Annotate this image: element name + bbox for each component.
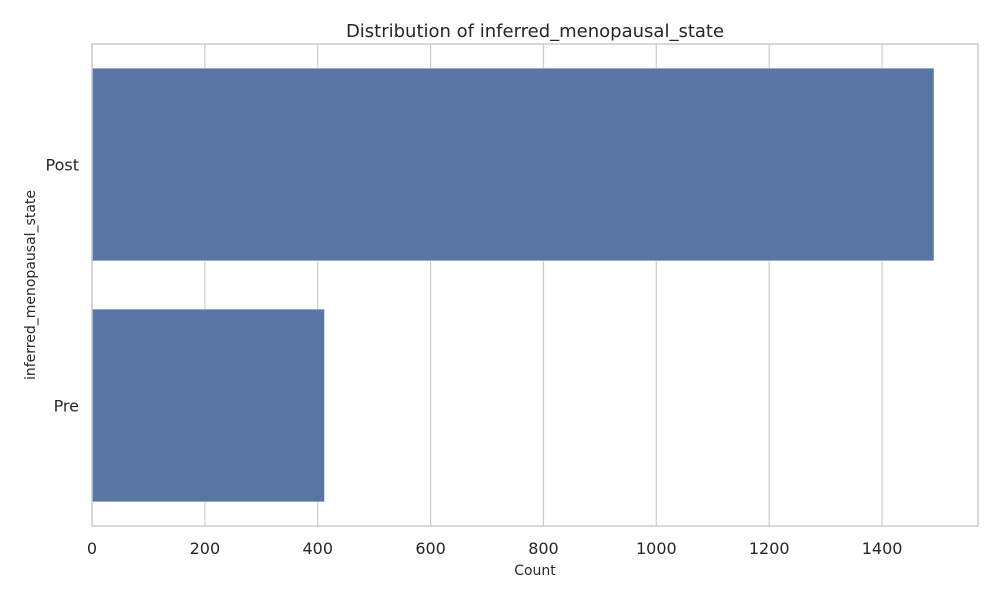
x-axis-label: Count bbox=[514, 563, 556, 579]
x-tick-label: 400 bbox=[302, 539, 333, 558]
y-tick-label: Pre bbox=[54, 397, 79, 416]
x-tick-label: 800 bbox=[528, 539, 559, 558]
bar-pre bbox=[91, 308, 325, 503]
y-axis-ticks: Post Pre bbox=[46, 156, 79, 416]
y-tick-label: Post bbox=[46, 156, 79, 175]
x-tick-label: 0 bbox=[87, 539, 97, 558]
x-tick-label: 200 bbox=[190, 539, 221, 558]
y-axis-label: inferred_menopausal_state bbox=[23, 190, 39, 380]
x-tick-label: 1200 bbox=[749, 539, 790, 558]
chart-title: Distribution of inferred_menopausal_stat… bbox=[346, 21, 724, 42]
x-axis-ticks: 0 200 400 600 800 1000 1200 1400 bbox=[87, 539, 903, 558]
bars bbox=[91, 67, 935, 503]
x-tick-label: 1400 bbox=[862, 539, 903, 558]
x-tick-label: 1000 bbox=[636, 539, 677, 558]
plot-frame bbox=[91, 43, 979, 527]
bar-post bbox=[91, 67, 935, 262]
x-tick-label: 600 bbox=[415, 539, 446, 558]
